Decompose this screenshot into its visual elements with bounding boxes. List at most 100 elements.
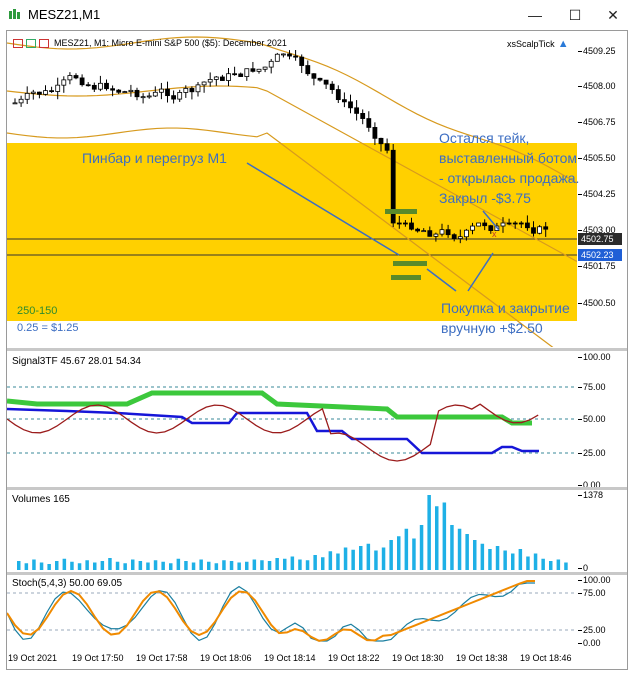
volume-tick xyxy=(578,568,582,569)
maximize-button[interactable]: ☐ xyxy=(568,6,582,23)
candle-body xyxy=(165,88,170,97)
annotation-buy-line: Покупка и закрытие xyxy=(441,300,570,316)
close-button[interactable]: ✕ xyxy=(607,6,619,23)
volume-bar xyxy=(17,561,21,570)
price-axis[interactable]: 4509.25 4508.00 4506.75 4505.50 4504.25 4503.… xyxy=(578,33,626,347)
volume-bar xyxy=(336,553,340,570)
price-tick-label: 4506.75 xyxy=(583,117,616,127)
sell-icon[interactable] xyxy=(13,38,23,48)
price-tick-label: 4503.00 xyxy=(583,225,616,235)
buy-icon[interactable] xyxy=(26,38,36,48)
candle-body xyxy=(134,89,140,98)
panel-separator[interactable] xyxy=(7,348,627,351)
candle-body xyxy=(146,95,152,98)
stoch-signal-line xyxy=(7,582,535,642)
volume-bar xyxy=(275,558,279,570)
volume-bar xyxy=(283,558,287,570)
volume-tick xyxy=(578,495,582,496)
signal-tick-label: 25.00 xyxy=(583,448,606,458)
price-tick xyxy=(578,230,582,231)
price-tick xyxy=(578,266,582,267)
trade-icon[interactable] xyxy=(39,38,49,48)
volume-bar xyxy=(70,561,74,570)
volume-bar xyxy=(169,563,173,570)
expert-name: xsScalpTick xyxy=(507,39,555,49)
panel-separator[interactable] xyxy=(7,487,627,490)
signal-tick-label: 0.00 xyxy=(583,480,601,490)
volume-bar xyxy=(412,538,416,570)
title-bar: MESZ21,M1 — ☐ ✕ xyxy=(0,0,634,30)
volume-bar xyxy=(146,562,150,570)
volume-bar xyxy=(123,563,127,570)
candle-body xyxy=(43,90,48,95)
volume-bar xyxy=(359,546,363,570)
candle-body xyxy=(232,73,238,76)
candle-body xyxy=(213,76,219,80)
signal-panel[interactable] xyxy=(7,351,577,487)
candle-body xyxy=(158,88,164,93)
volume-bar xyxy=(131,559,135,570)
candle-body xyxy=(183,88,189,93)
candle-body xyxy=(262,66,268,70)
candle-body xyxy=(189,88,195,93)
signal-tick xyxy=(578,387,582,388)
candle-body xyxy=(470,225,475,231)
candle-body xyxy=(531,227,536,234)
candle-body xyxy=(122,91,128,93)
volume-bar xyxy=(229,561,234,570)
volume-bar xyxy=(495,546,500,570)
trade-marker xyxy=(391,275,421,280)
arrow-close xyxy=(467,252,494,292)
time-axis-label: 19 Oct 18:30 xyxy=(392,653,444,663)
volume-bar xyxy=(153,560,158,570)
candle-body xyxy=(439,229,445,235)
trade-marker xyxy=(393,261,427,266)
volume-bar xyxy=(32,559,36,570)
main-chart-area[interactable]: x xyxy=(7,33,577,347)
volume-axis: 1378 0 xyxy=(578,490,626,573)
candle-body xyxy=(85,84,91,87)
candle-body xyxy=(171,95,177,100)
expert-label[interactable]: xsScalpTick ▲ xyxy=(507,38,569,50)
middle-band xyxy=(7,85,577,263)
candle-body xyxy=(335,89,341,101)
volume-bar xyxy=(526,556,530,570)
panel-separator[interactable] xyxy=(7,572,627,575)
volume-bar xyxy=(564,562,568,570)
volume-bar xyxy=(381,547,386,570)
stoch-panel[interactable] xyxy=(7,575,577,649)
candle-body xyxy=(195,84,201,93)
minimize-button[interactable]: — xyxy=(528,7,542,23)
candle-body xyxy=(18,98,24,104)
volume-bar xyxy=(176,558,181,570)
volume-bar xyxy=(435,506,439,570)
volume-bar xyxy=(305,560,310,570)
volume-bar xyxy=(100,561,105,570)
volume-bar xyxy=(351,549,355,570)
annotation-tp-line: Остался тейк, xyxy=(439,130,530,146)
candle-body xyxy=(61,79,67,86)
time-axis[interactable]: 19 Oct 2021 19 Oct 17:50 19 Oct 17:58 19 Oc… xyxy=(0,649,634,669)
arrow-tp xyxy=(482,210,500,231)
volume-bar xyxy=(39,562,44,570)
volume-bar xyxy=(389,540,393,570)
candle-body xyxy=(128,89,134,92)
candle-body xyxy=(415,228,421,232)
trade-x-marker: x xyxy=(492,229,497,239)
volume-bar xyxy=(488,549,492,570)
candle-body xyxy=(360,113,366,119)
volume-panel[interactable] xyxy=(7,490,577,572)
graduation-cap-icon: ▲ xyxy=(557,38,569,50)
volume-bar xyxy=(290,556,295,570)
candle-body xyxy=(329,83,335,90)
signal-red-line xyxy=(7,403,539,462)
volume-bar xyxy=(237,562,241,570)
volume-bar xyxy=(503,550,507,570)
volume-bar xyxy=(24,563,29,570)
candle-body xyxy=(219,76,225,81)
candle-body xyxy=(280,53,286,56)
volume-bar xyxy=(207,561,211,570)
volume-bar xyxy=(214,563,219,570)
candle-body xyxy=(463,229,469,238)
symbol-header: MESZ21, M1: Micro E-mini S&P 500 ($5): D… xyxy=(54,38,287,48)
